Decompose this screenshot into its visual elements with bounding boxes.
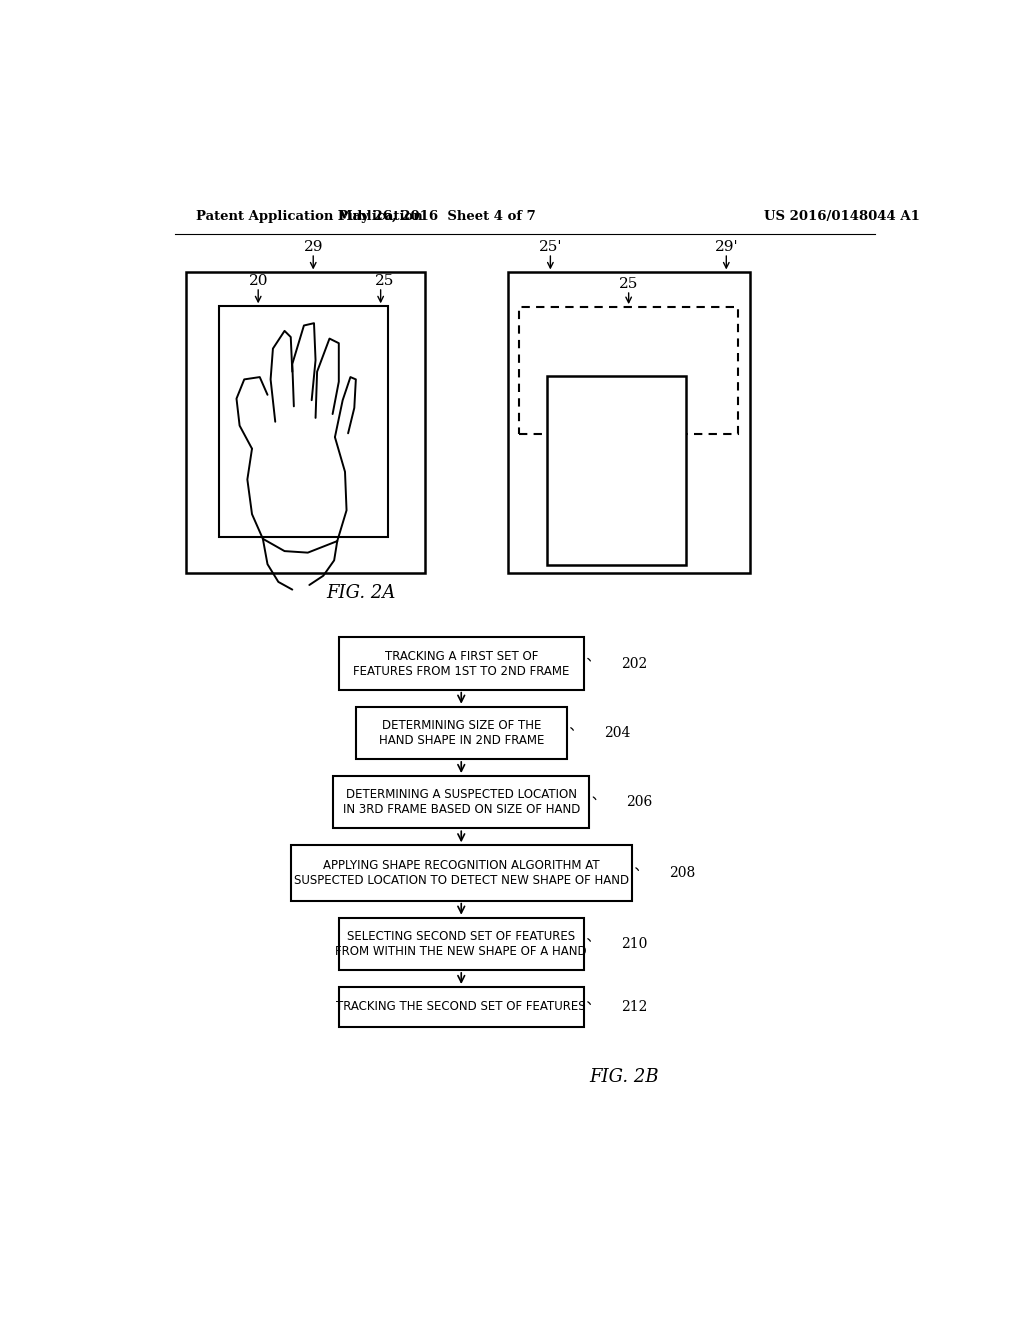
Text: APPLYING SHAPE RECOGNITION ALGORITHM AT
SUSPECTED LOCATION TO DETECT NEW SHAPE O: APPLYING SHAPE RECOGNITION ALGORITHM AT …	[294, 859, 629, 887]
Bar	[186, 272, 425, 573]
Text: SELECTING SECOND SET OF FEATURES
FROM WITHIN THE NEW SHAPE OF A HAND: SELECTING SECOND SET OF FEATURES FROM WI…	[336, 929, 587, 958]
Bar	[339, 917, 584, 970]
Text: DETERMINING A SUSPECTED LOCATION
IN 3RD FRAME BASED ON SIZE OF HAND: DETERMINING A SUSPECTED LOCATION IN 3RD …	[343, 788, 580, 816]
Bar	[508, 272, 750, 573]
Bar	[356, 706, 566, 759]
Text: 20: 20	[249, 273, 268, 288]
Text: US 2016/0148044 A1: US 2016/0148044 A1	[764, 210, 920, 223]
Text: 25: 25	[618, 277, 638, 290]
Text: TRACKING A FIRST SET OF
FEATURES FROM 1ST TO 2ND FRAME: TRACKING A FIRST SET OF FEATURES FROM 1S…	[353, 649, 569, 677]
Text: May 26, 2016  Sheet 4 of 7: May 26, 2016 Sheet 4 of 7	[338, 210, 536, 223]
Text: DETERMINING SIZE OF THE
HAND SHAPE IN 2ND FRAME: DETERMINING SIZE OF THE HAND SHAPE IN 2N…	[379, 719, 544, 747]
Text: 202: 202	[621, 656, 647, 671]
Text: 206: 206	[627, 795, 652, 809]
Bar	[334, 776, 589, 829]
Text: 25: 25	[375, 273, 394, 288]
Bar	[519, 308, 738, 434]
Text: FIG. 2B: FIG. 2B	[589, 1068, 658, 1086]
Bar	[339, 638, 584, 689]
Text: 210: 210	[621, 937, 647, 950]
Bar	[339, 987, 584, 1027]
Text: 208: 208	[669, 866, 695, 880]
Text: FIG. 2A: FIG. 2A	[326, 585, 395, 602]
Bar	[291, 845, 632, 900]
Text: 212: 212	[621, 1001, 647, 1014]
Text: 204: 204	[604, 726, 630, 739]
Text: 29: 29	[303, 240, 323, 253]
Text: Patent Application Publication: Patent Application Publication	[197, 210, 423, 223]
Bar	[547, 376, 686, 565]
Bar	[219, 306, 388, 537]
Text: 25': 25'	[539, 240, 562, 253]
Text: TRACKING THE SECOND SET OF FEATURES: TRACKING THE SECOND SET OF FEATURES	[337, 1001, 586, 1014]
Text: 29': 29'	[715, 240, 738, 253]
